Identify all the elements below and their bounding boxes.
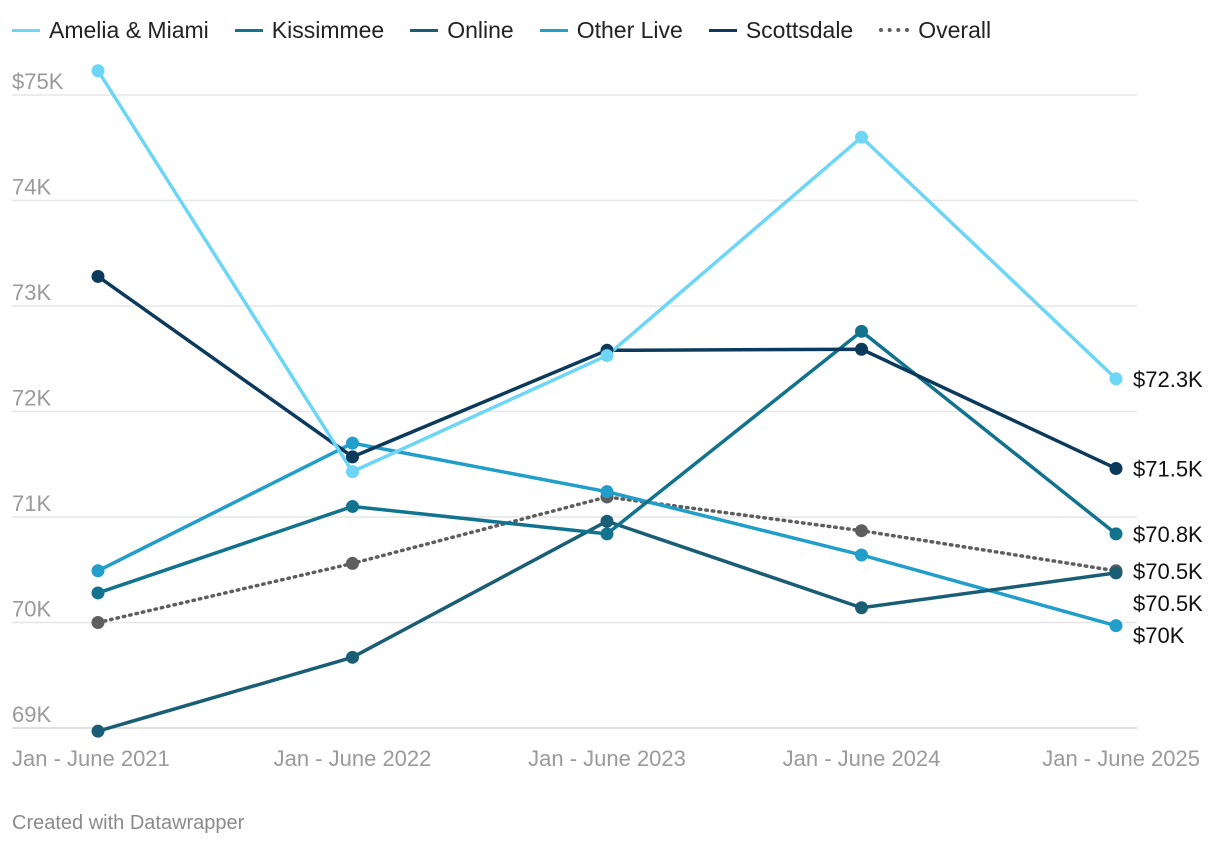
data-point [600,527,614,541]
data-point [1109,566,1123,580]
data-point [346,499,359,513]
credit-text: Created with Datawrapper [12,812,245,834]
gridlines [12,94,1137,729]
x-tick-label: Jan - June 2022 [274,746,432,771]
data-point [600,514,614,528]
data-point [346,556,359,570]
data-point [91,269,105,283]
end-value-label: $72.3K [1133,367,1203,392]
legend-label: Online [447,16,514,43]
legend-label: Kissimmee [271,16,385,43]
data-point [855,130,868,144]
data-point [855,342,868,356]
legend-swatch [410,28,439,32]
y-tick-label: 74K [12,175,51,200]
data-point [600,485,614,499]
y-tick-label: 70K [12,597,51,622]
end-value-label: $70.8K [1133,522,1203,547]
legend-item: Amelia & Miami [12,17,209,44]
legend-label: Scottsdale [745,16,854,43]
data-point [346,465,359,479]
legend-swatch [12,28,40,32]
legend-label: Other Live [576,16,683,43]
data-point [855,524,868,538]
series-lines [96,69,1118,733]
data-point [91,616,105,629]
legend-swatch [539,28,568,32]
data-point [346,650,359,664]
data-point [346,450,359,464]
data-point [1109,461,1123,475]
data-point [855,548,868,562]
y-tick-label: $75K [12,69,64,94]
legend-item: Online [410,16,514,44]
end-value-label: $70.5K [1133,591,1203,616]
chart-legend: Amelia & Miami Kissimmee Online Other Live S… [12,14,991,46]
data-point [346,436,359,450]
axis-labels: 69K 70K 71K 72K 73K 74K $75K Jan - June 2021 Jan… [12,69,1203,771]
data-points [91,64,1123,738]
data-point [1109,527,1123,541]
legend-item: Scottsdale [708,16,854,44]
x-tick-label: Jan - June 2021 [12,746,170,771]
end-value-label: $70.5K [1133,559,1203,584]
line-chart: 69K 70K 71K 72K 73K 74K $75K Jan - June 2021 Jan… [12,64,1203,771]
data-point [1109,619,1123,633]
legend-item: Other Live [539,16,683,44]
y-tick-label: 71K [12,491,51,516]
data-point [91,724,105,738]
y-tick-label: 72K [12,386,51,411]
end-value-label: $71.5K [1133,456,1203,481]
legend-item: Kissimmee [234,16,385,44]
legend-label: Overall [918,16,992,43]
series-line-online [97,519,1117,733]
legend-swatch [708,28,737,32]
data-point [91,586,105,600]
data-point [600,349,614,363]
x-tick-label: Jan - June 2024 [783,746,941,771]
data-point [855,601,868,615]
x-tick-label: Jan - June 2025 [1042,746,1200,771]
series-line-overall [96,495,1118,625]
data-point [91,564,105,578]
y-tick-label: 69K [12,702,51,727]
legend-label: Amelia & Miami [49,16,209,43]
end-value-label: $70K [1133,623,1185,648]
data-point [855,324,868,338]
legend-swatch [879,28,910,32]
data-point [1109,372,1123,386]
legend-item: Overall [879,17,991,44]
series-line-kissimmee [97,329,1118,595]
data-point [91,64,105,78]
x-tick-label: Jan - June 2023 [528,746,686,771]
y-tick-label: 73K [12,280,51,305]
legend-swatch [234,28,263,32]
